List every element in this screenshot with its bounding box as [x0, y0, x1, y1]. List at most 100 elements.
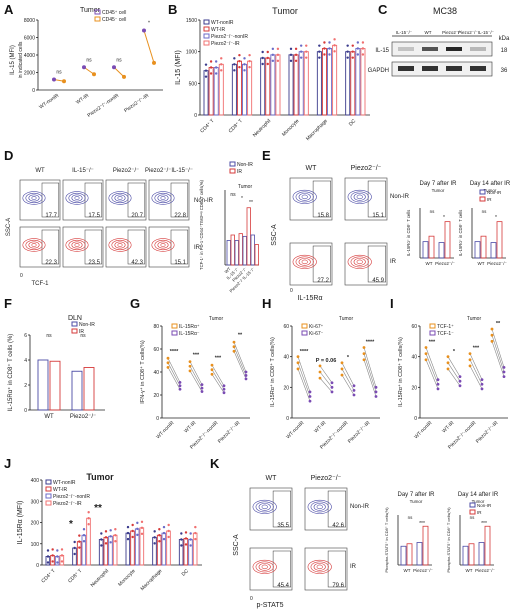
- panel-h-point: [352, 384, 356, 388]
- panel-d-x-label: TCF-1: [32, 281, 50, 287]
- panel-i-pair-line: [425, 353, 439, 385]
- panel-d-contour: [111, 239, 129, 251]
- panel-label-c: C: [378, 2, 388, 17]
- panel-k-gate: [272, 490, 291, 528]
- panel-i-title: Tumor: [467, 316, 482, 322]
- panel-d-y-label: SSC-A: [6, 218, 12, 236]
- panel-g-y-tick-label: 80: [153, 324, 159, 330]
- panel-b-point: [209, 72, 213, 75]
- panel-e-x-label: IL-15Rα: [297, 295, 322, 302]
- panel-k-contour: [313, 563, 326, 571]
- panel-e-row-label: IR: [390, 259, 397, 265]
- panel-g-pair-line: [167, 362, 181, 386]
- panel-d-bar: [234, 240, 239, 266]
- panel-f-title: DLN: [68, 315, 82, 322]
- panel-h-point: [362, 352, 366, 355]
- panel-d-gate-value: 15.1: [174, 260, 186, 266]
- panel-i-sig: *: [453, 349, 456, 355]
- panel-j-y-label: IL-15Rα (MFI): [17, 501, 24, 545]
- panel-g-sig: ***: [215, 356, 222, 362]
- panel-k-gate: [272, 550, 291, 588]
- panel-e-contour: [353, 258, 366, 266]
- panel-d-gate-value: 42.3: [131, 260, 143, 266]
- panel-h-point: [318, 370, 322, 374]
- panel-e-contour: [356, 194, 363, 200]
- panel-h-sig: P = 0.06: [316, 358, 337, 364]
- panel-g-sig: ***: [193, 352, 200, 358]
- panel-g-pair-line: [233, 346, 247, 376]
- panel-k-gate: [327, 550, 346, 588]
- panel-d-contour: [117, 196, 123, 200]
- panel-i-x-tick-label: WT-nonIR: [413, 420, 433, 440]
- panel-d-col-label: Piezo2⁻/⁻: [113, 168, 139, 174]
- panel-g-point: [232, 340, 236, 344]
- panel-a-pair-line: [83, 66, 95, 75]
- panel-d-contour: [157, 194, 169, 202]
- panel-k-row-label: Non-IR: [350, 504, 370, 510]
- panel-i-point: [490, 327, 494, 331]
- panel-j-y-tick-label: 300: [31, 499, 40, 505]
- panel-a-legend-swatch: [94, 9, 101, 15]
- panel-e-zero: 0: [290, 288, 293, 294]
- panel-g-x-tick-label: WT-IR: [183, 420, 198, 435]
- panel-a-x-tick-label: Piezo2⁻/⁻-IR: [123, 93, 150, 115]
- panel-h-title: Tumor: [339, 316, 354, 322]
- panel-b-bar: [321, 48, 327, 116]
- panel-g-y-tick-label: 40: [153, 370, 159, 376]
- panel-d-contour: [117, 243, 123, 247]
- panel-b-x-tick-label: Neutrophil: [252, 118, 272, 138]
- panel-d-sig: *: [241, 196, 243, 202]
- panel-e-bar-y-label: IL-15Rα⁺ in CD8⁺ T cells: [406, 210, 411, 256]
- panel-b-point: [266, 50, 269, 54]
- panel-j-legend-label: WT-IR: [53, 487, 68, 493]
- panel-j-bar: [192, 532, 198, 566]
- panel-f-y-tick-label: 6: [24, 333, 27, 339]
- panel-a-sig: *: [148, 21, 150, 27]
- panel-g-point: [200, 383, 204, 387]
- panel-g-pair-line: [189, 361, 203, 385]
- panel-d-contour: [151, 191, 175, 205]
- panel-j-point: [162, 525, 166, 529]
- panel-k-legend-label: Non-IR: [477, 503, 492, 508]
- panel-d-bar-y-label: TCF-1⁺ in PD-1⁺CD44⁺TIM3ⁿᵉᵍ CD8⁺ T cells…: [199, 179, 204, 270]
- panel-e-contour: [347, 254, 372, 269]
- panel-b-point: [346, 56, 349, 59]
- panel-d-row-label: Non-IR: [194, 198, 214, 204]
- panel-b-point: [214, 66, 218, 69]
- panel-b-point: [271, 47, 275, 51]
- panel-i-y-tick-label: 0: [414, 416, 417, 422]
- panel-d-col-label: WT: [35, 168, 45, 174]
- panel-c-gapdh-blot: [391, 61, 493, 77]
- panel-j-point: [140, 526, 144, 530]
- panel-h-pair-line: [297, 368, 311, 402]
- panel-c-kda: 36: [501, 68, 508, 74]
- panel-b-point: [328, 47, 331, 50]
- panel-h-point: [340, 367, 344, 371]
- panel-g-legend-swatch: [171, 323, 178, 329]
- panel-b-y-label: IL-15 (MFI): [175, 50, 182, 85]
- panel-d-contour: [25, 239, 43, 251]
- panel-b-point: [318, 56, 321, 59]
- panel-b-legend-label: Piezo2⁻/⁻-IR: [211, 41, 240, 47]
- panel-c-il15-blot: [391, 41, 493, 57]
- panel-d-gate: [170, 229, 189, 265]
- panel-h-point: [374, 395, 378, 398]
- panel-j-y-tick-label: 100: [31, 542, 40, 548]
- panel-d-contour: [74, 243, 80, 247]
- panel-b-bar: [332, 44, 338, 116]
- panel-i-point: [490, 339, 494, 343]
- panel-c-lane-label: WT: [425, 30, 432, 35]
- panel-d-contour: [74, 196, 80, 200]
- panel-g-point: [222, 391, 226, 395]
- panel-a-point: [142, 28, 146, 33]
- panel-b-point: [328, 41, 331, 44]
- panel-j-y-tick-label: 0: [36, 563, 39, 569]
- panel-j-point: [78, 534, 81, 537]
- panel-g-point: [232, 349, 236, 353]
- panel-b-point: [328, 53, 331, 56]
- panel-j-point: [46, 549, 50, 552]
- panel-g-point: [222, 387, 226, 391]
- panel-h-point: [296, 361, 300, 365]
- panel-b-point: [323, 53, 326, 56]
